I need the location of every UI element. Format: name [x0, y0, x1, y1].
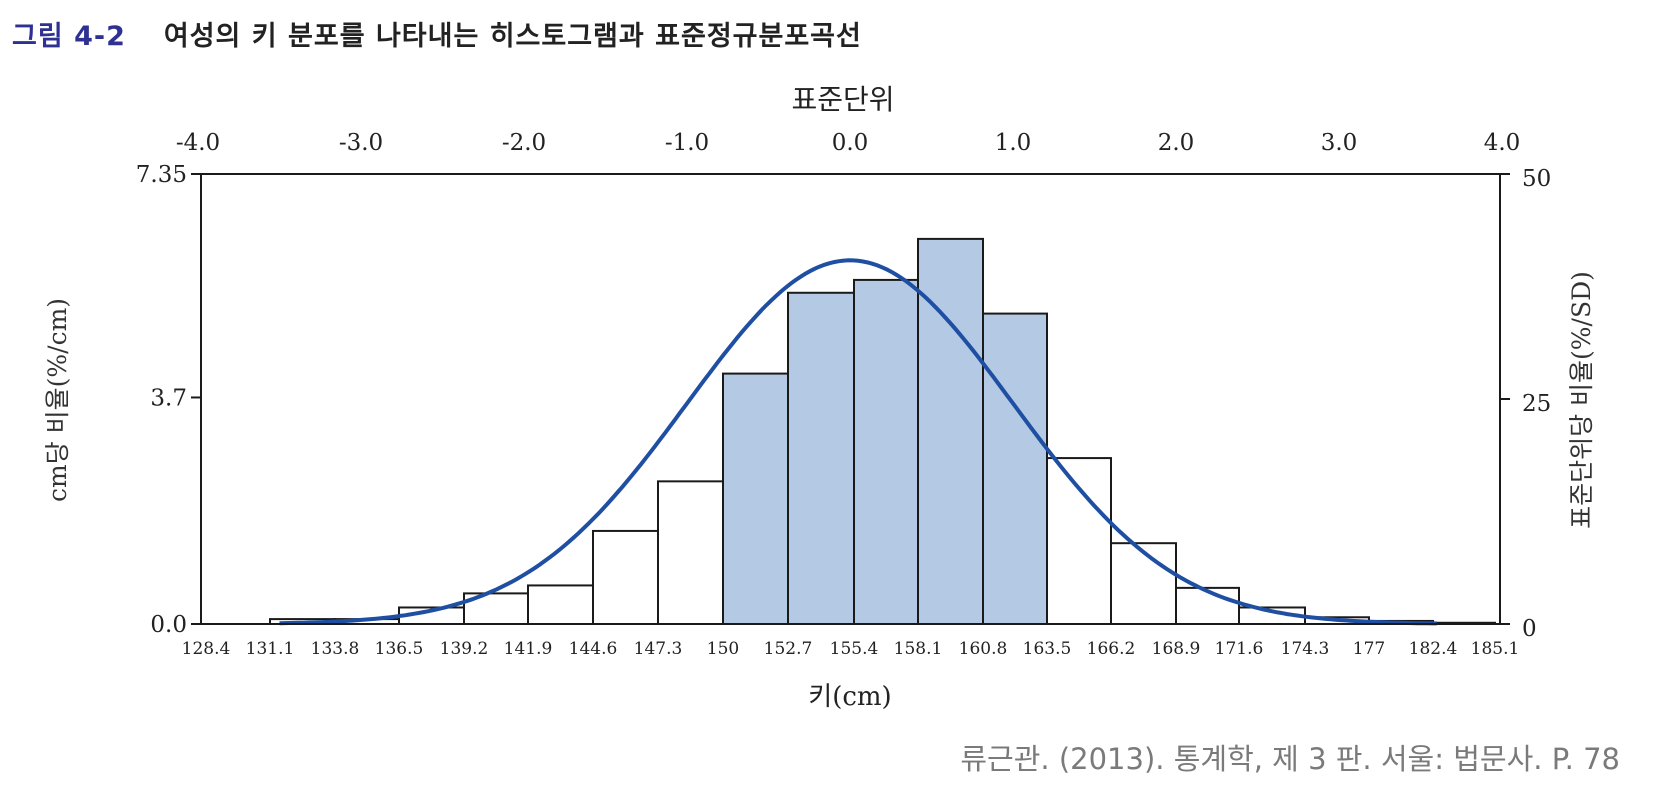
- right-tick-labels: 0 25 50: [1500, 166, 1551, 642]
- x-tick-labels: 128.4 131.1 133.8 136.5 139.2 141.9 144.6 147.3…: [182, 639, 1520, 659]
- x-tick-label: 160.8: [959, 639, 1008, 659]
- x-tick-label: 141.9: [504, 639, 553, 659]
- top-tick-label: 0.0: [832, 130, 869, 156]
- histogram-bar: [982, 312, 1048, 625]
- x-tick-label: 133.8: [311, 639, 360, 659]
- x-tick-label: 128.4: [182, 639, 231, 659]
- x-tick-label: 152.7: [764, 639, 813, 659]
- top-tick-label: 3.0: [1321, 130, 1358, 156]
- histogram-bar: [1110, 542, 1177, 625]
- left-tick-labels: 0.0 3.7 7.35: [136, 162, 201, 638]
- x-tick-label: 185.1: [1471, 639, 1520, 659]
- x-tick-label: 139.2: [440, 639, 489, 659]
- histogram-bar: [787, 291, 855, 625]
- histogram-bar: [1046, 457, 1112, 625]
- top-tick-label: -3.0: [339, 130, 383, 156]
- figure-number: 그림 4-2: [12, 21, 126, 52]
- top-tick-labels: -4.0 -3.0 -2.0 -1.0 0.0 1.0 2.0 3.0 4.0: [176, 130, 1520, 156]
- top-tick-label: -2.0: [502, 130, 546, 156]
- figure-title: 여성의 키 분포를 나타내는 히스토그램과 표준정규분포곡선: [163, 21, 862, 52]
- x-tick-label: 158.1: [894, 639, 943, 659]
- x-tick-label: 177: [1353, 639, 1385, 659]
- top-tick-label: -1.0: [665, 130, 709, 156]
- x-tick-label: 163.5: [1023, 639, 1072, 659]
- figure-header: 그림 4-2 여성의 키 분포를 나타내는 히스토그램과 표준정규분포곡선: [12, 14, 862, 54]
- histogram-bar: [722, 372, 789, 625]
- top-tick-label: -4.0: [176, 130, 220, 156]
- x-tick-label: 166.2: [1087, 639, 1136, 659]
- source-citation: 류근관. (2013). 통계학, 제 3 판. 서울: 법문사. P. 78: [960, 742, 1620, 776]
- x-tick-label: 182.4: [1409, 639, 1458, 659]
- x-tick-label: 136.5: [375, 639, 424, 659]
- normal-curve-layer: [279, 258, 1437, 626]
- right-axis-title: 표준단위당 비율(%/SD): [1567, 271, 1596, 529]
- right-tick-label: 25: [1522, 391, 1551, 417]
- histogram-bars: [269, 237, 1496, 626]
- x-tick-label: 171.6: [1215, 639, 1264, 659]
- x-tick-label: 144.6: [569, 639, 618, 659]
- x-tick-label: 155.4: [830, 639, 879, 659]
- top-tick-label: 1.0: [995, 130, 1032, 156]
- left-tick-label: 0.0: [150, 612, 187, 638]
- x-tick-label: 147.3: [634, 639, 683, 659]
- top-tick-label: 2.0: [1158, 130, 1195, 156]
- x-axis-title: 키(cm): [808, 682, 891, 712]
- histogram-bar: [1175, 586, 1240, 626]
- histogram-bar: [657, 480, 724, 625]
- histogram-bar: [917, 237, 984, 626]
- x-tick-label: 131.1: [246, 639, 295, 659]
- histogram-bar: [592, 529, 659, 626]
- left-axis-title: cm당 비율(%/cm): [43, 298, 72, 502]
- right-tick-label: 0: [1522, 616, 1537, 642]
- histogram-chart: 128.4 131.1 133.8 136.5 139.2 141.9 144.6 147.3…: [43, 83, 1596, 712]
- top-tick-label: 4.0: [1484, 130, 1521, 156]
- x-tick-label: 150: [707, 639, 739, 659]
- x-tick-label: 168.9: [1152, 639, 1201, 659]
- normal-distribution-curve: [279, 258, 1437, 626]
- top-axis-title: 표준단위: [791, 83, 894, 116]
- x-tick-label: 174.3: [1281, 639, 1330, 659]
- right-tick-label: 50: [1522, 166, 1551, 192]
- histogram-bar: [527, 584, 594, 626]
- left-tick-label: 3.7: [150, 385, 187, 411]
- left-tick-label: 7.35: [136, 162, 187, 188]
- histogram-bar: [853, 278, 919, 625]
